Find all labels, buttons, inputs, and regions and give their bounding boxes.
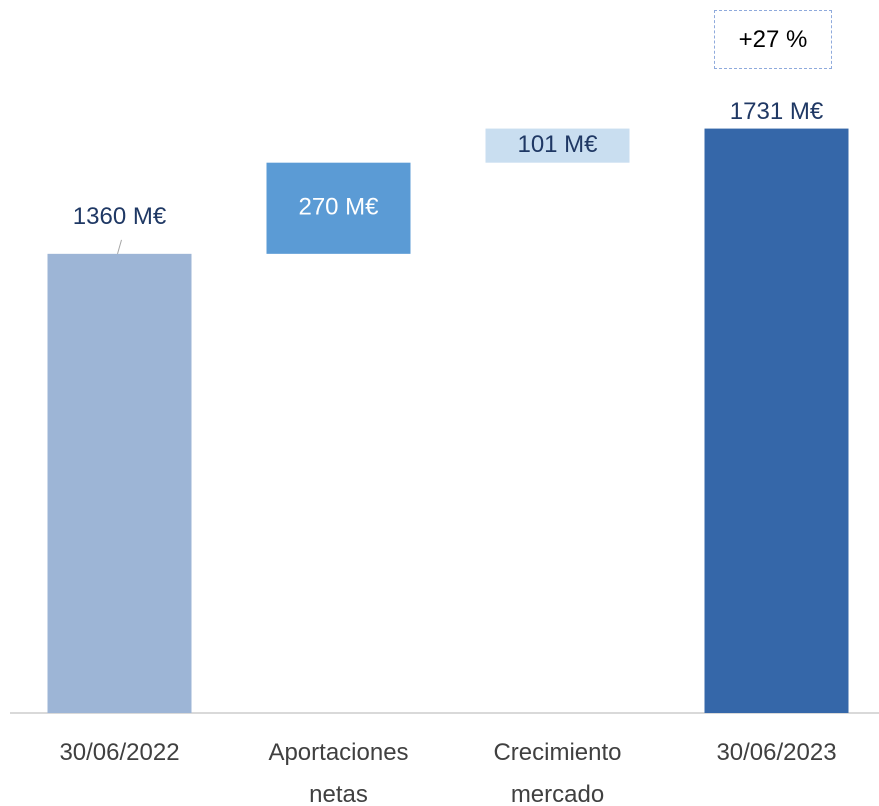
x-tick-label: Crecimiento mercado xyxy=(493,739,622,806)
bar xyxy=(485,128,630,163)
bar xyxy=(47,253,192,714)
bar xyxy=(704,128,849,713)
bar xyxy=(266,162,411,254)
data-label: 101 M€ xyxy=(517,131,598,158)
data-label: 1360 M€ xyxy=(73,203,167,230)
data-label: 270 M€ xyxy=(298,194,379,221)
x-tick-label: 30/06/2023 xyxy=(716,739,837,766)
x-tick-label: 30/06/2022 xyxy=(59,739,180,766)
leader-line xyxy=(117,239,122,254)
data-label: 1731 M€ xyxy=(730,98,824,125)
annotation: +27 % xyxy=(714,10,832,69)
x-tick-label: Aportaciones netas xyxy=(268,739,409,806)
